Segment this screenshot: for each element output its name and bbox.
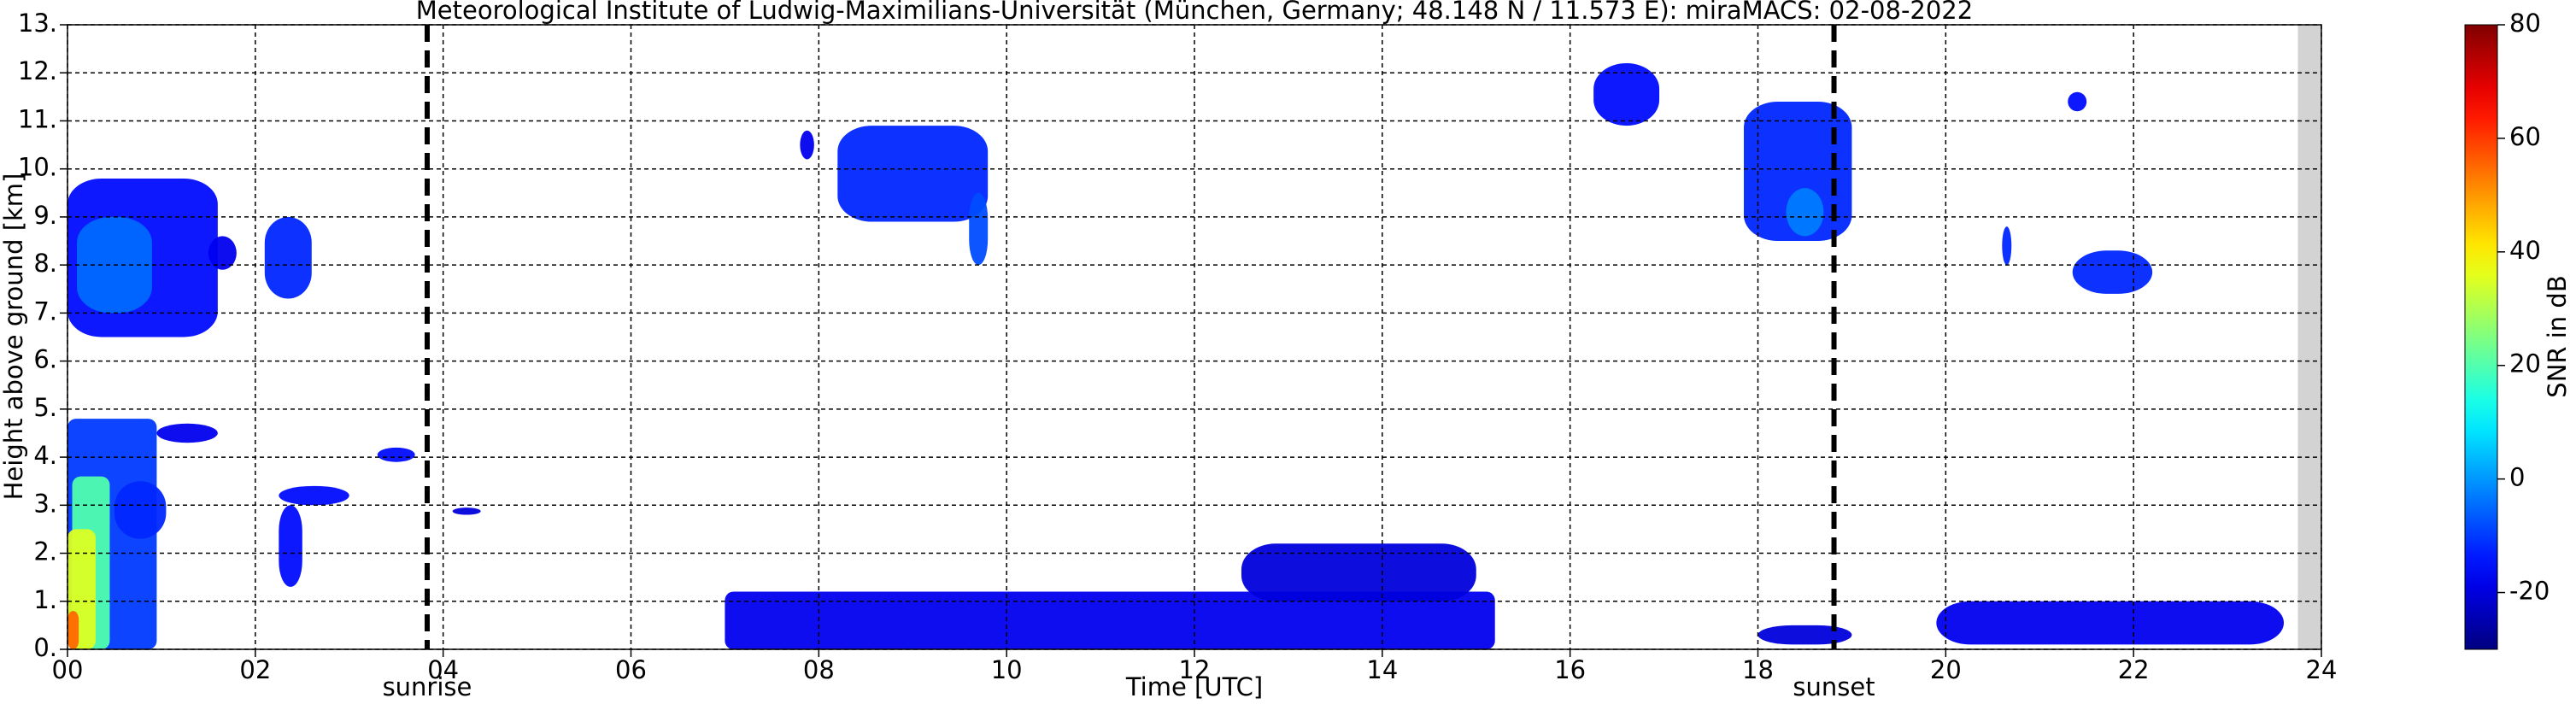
colorbar bbox=[2464, 24, 2498, 650]
echo bbox=[452, 507, 481, 515]
y-tick-label: 7. bbox=[33, 296, 57, 326]
y-axis-label: Height above ground [km] bbox=[0, 173, 28, 501]
echo bbox=[837, 126, 989, 222]
x-tick-label: 18 bbox=[1742, 655, 1774, 684]
echo bbox=[1744, 101, 1852, 242]
colorbar-tick-label: 20 bbox=[2509, 349, 2541, 378]
echo bbox=[2068, 91, 2087, 112]
x-tick-label: 12 bbox=[1179, 655, 1211, 684]
x-tick-label: 04 bbox=[427, 655, 459, 684]
y-tick-label: 13. bbox=[18, 9, 57, 38]
echo bbox=[1786, 188, 1824, 237]
echo bbox=[114, 481, 167, 539]
echo bbox=[2072, 250, 2153, 294]
echo bbox=[264, 216, 312, 299]
echo bbox=[67, 611, 79, 649]
y-tick-label: 1. bbox=[33, 585, 57, 614]
y-tick-label: 12. bbox=[18, 56, 57, 85]
sun-marker-label: sunrise bbox=[383, 672, 472, 701]
y-tick-label: 10. bbox=[18, 153, 57, 182]
x-tick-label: 24 bbox=[2306, 655, 2338, 684]
y-tick-label: 5. bbox=[33, 393, 57, 422]
y-tick-label: 3. bbox=[33, 489, 57, 518]
colorbar-tick-label: 60 bbox=[2509, 122, 2541, 151]
echo bbox=[279, 505, 302, 587]
y-tick-label: 2. bbox=[33, 537, 57, 566]
y-tick-label: 0. bbox=[33, 633, 57, 662]
echo bbox=[969, 192, 989, 266]
plot-frame bbox=[67, 24, 2322, 650]
colorbar-tick-label: 80 bbox=[2509, 9, 2541, 38]
sun-marker-label: sunset bbox=[1793, 672, 1875, 701]
echo bbox=[1757, 625, 1852, 645]
y-tick-label: 6. bbox=[33, 345, 57, 374]
echo bbox=[800, 130, 814, 160]
no-data-band bbox=[2297, 25, 2321, 649]
echo bbox=[1241, 543, 1476, 601]
x-tick-label: 16 bbox=[1554, 655, 1586, 684]
x-tick-label: 10 bbox=[991, 655, 1023, 684]
colorbar-tick-label: 40 bbox=[2509, 236, 2541, 265]
x-tick-label: 20 bbox=[1930, 655, 1962, 684]
plot-area bbox=[67, 62, 2285, 649]
echo bbox=[1593, 62, 1660, 126]
echo bbox=[377, 447, 415, 462]
echo bbox=[2002, 226, 2012, 266]
colorbar-tick-label: 0 bbox=[2509, 463, 2525, 492]
echo bbox=[279, 485, 349, 506]
x-tick-label: 00 bbox=[52, 655, 84, 684]
colorbar-label: SNR in dB bbox=[2543, 275, 2572, 397]
x-tick-label: 06 bbox=[615, 655, 647, 684]
echo bbox=[156, 423, 218, 443]
x-tick-label: 02 bbox=[239, 655, 271, 684]
echo bbox=[208, 236, 237, 270]
echo bbox=[1936, 601, 2285, 645]
y-tick-label: 11. bbox=[18, 104, 57, 133]
colorbar-tick-label: -20 bbox=[2509, 577, 2550, 606]
chart-title: Meteorological Institute of Ludwig-Maxim… bbox=[416, 0, 1973, 25]
y-tick-label: 9. bbox=[33, 201, 57, 230]
echo bbox=[725, 591, 1495, 649]
x-tick-label: 14 bbox=[1366, 655, 1398, 684]
y-tick-label: 8. bbox=[33, 249, 57, 278]
x-tick-label: 22 bbox=[2118, 655, 2150, 684]
x-axis-label: Time [UTC] bbox=[1125, 672, 1263, 701]
y-tick-label: 4. bbox=[33, 441, 57, 470]
x-tick-label: 08 bbox=[803, 655, 835, 684]
